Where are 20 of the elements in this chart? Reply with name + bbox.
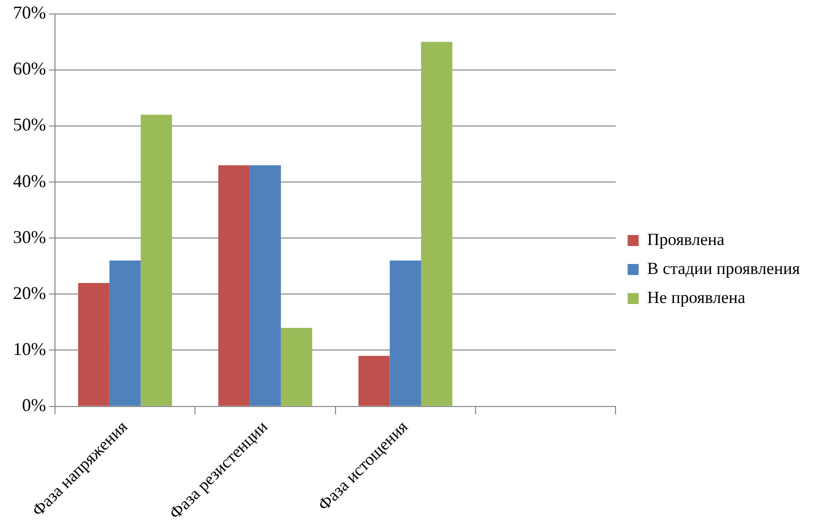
bar xyxy=(358,356,390,406)
bar xyxy=(218,165,250,406)
bar xyxy=(421,42,452,406)
bar xyxy=(109,260,141,406)
y-tick-label: 50% xyxy=(12,114,46,135)
bar xyxy=(140,114,172,406)
y-tick-label: 20% xyxy=(12,282,46,303)
legend-label: Не проявлена xyxy=(647,288,746,307)
bar xyxy=(78,282,110,406)
y-tick-label: 60% xyxy=(12,58,46,79)
y-tick-label: 30% xyxy=(12,226,46,247)
y-tick-label: 0% xyxy=(22,395,46,416)
y-tick-label: 70% xyxy=(12,2,46,23)
y-tick-label: 10% xyxy=(12,338,46,359)
bar xyxy=(280,328,312,406)
y-tick-label: 40% xyxy=(12,170,46,191)
bar xyxy=(250,165,281,406)
legend-label: В стадии проявления xyxy=(647,258,800,278)
legend-label: Проявлена xyxy=(647,230,725,249)
bar xyxy=(390,260,422,406)
